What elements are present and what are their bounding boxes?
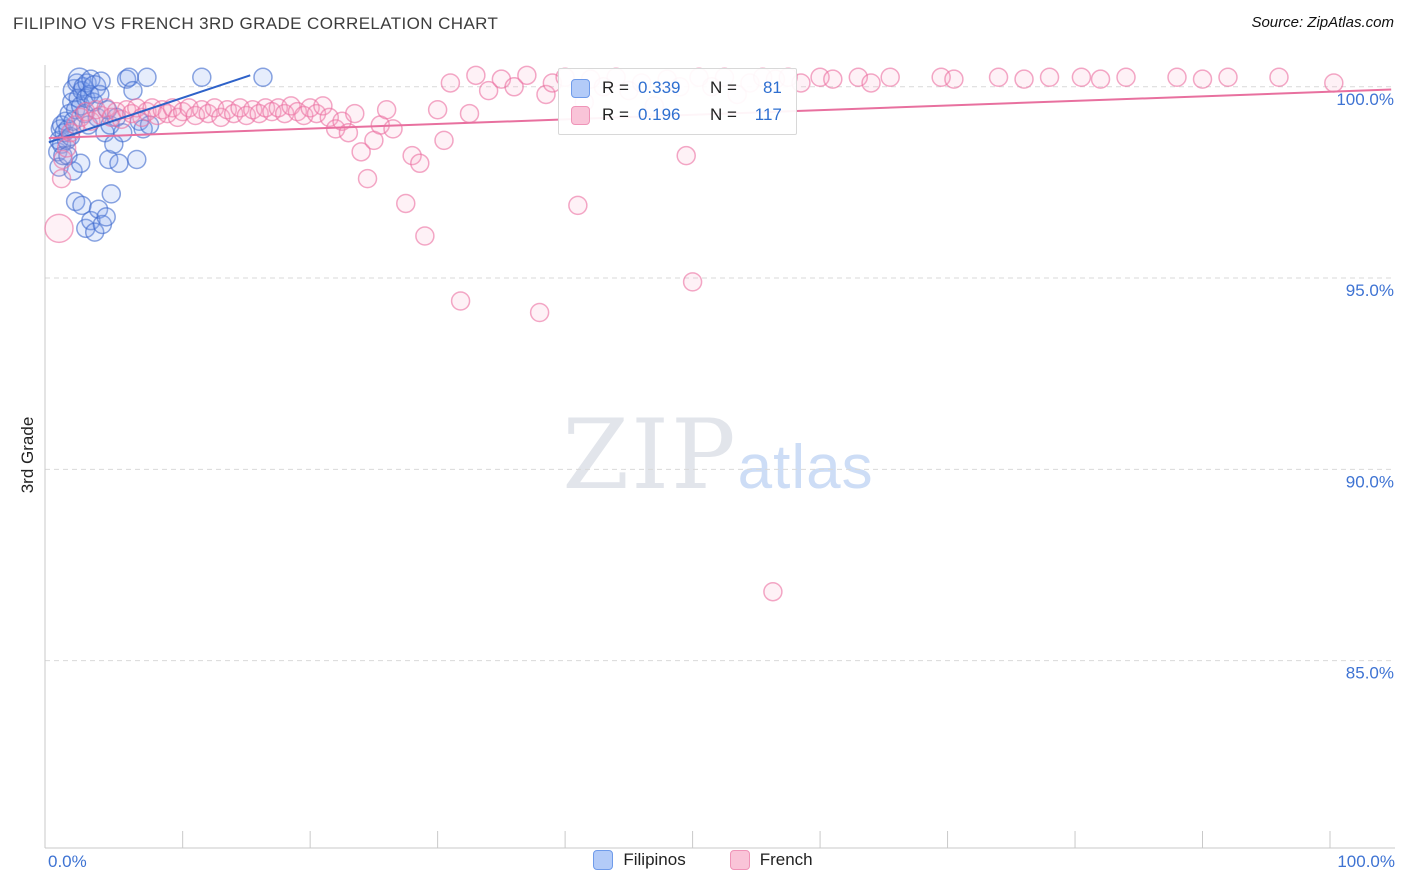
stats-row-filipinos: R = 0.339 N = 81: [571, 78, 782, 98]
french-r-value: 0.196: [637, 105, 681, 124]
filipinos-legend-label: Filipinos: [623, 850, 686, 869]
french-data-point: [944, 69, 964, 89]
french-data-point: [440, 73, 461, 93]
french-data-point: [1116, 67, 1136, 87]
french-data-point: [111, 109, 132, 130]
filipinos-data-point: [91, 71, 111, 91]
french-swatch-icon: [571, 105, 590, 125]
y-tick-label-100: 100.0%: [1336, 90, 1394, 109]
french-data-point: [880, 67, 900, 87]
french-data-point: [351, 142, 371, 162]
french-data-point: [376, 100, 397, 120]
filipinos-data-point: [81, 210, 101, 231]
filipinos-data-point: [253, 67, 273, 87]
legend-item-filipinos: Filipinos: [593, 850, 686, 870]
x-axis-min-label: 0.0%: [48, 852, 87, 871]
french-data-point: [763, 581, 783, 602]
filipinos-legend-swatch-icon: [593, 850, 614, 870]
french-data-point: [517, 65, 537, 86]
y-tick-label-90: 90.0%: [1346, 472, 1394, 491]
french-data-point: [466, 65, 486, 86]
series-legend: Filipinos French: [0, 850, 1406, 870]
french-data-point: [529, 302, 550, 323]
chart-title: FILIPINO VS FRENCH 3RD GRADE CORRELATION…: [13, 14, 499, 33]
legend-item-french: French: [729, 850, 813, 870]
filipinos-r-value: 0.339: [637, 78, 681, 97]
filipinos-trendline: [48, 74, 251, 144]
stats-legend: R = 0.339 N = 81 R = 0.196 N = 117: [558, 68, 797, 135]
french-data-point: [478, 80, 499, 101]
french-data-point: [450, 291, 471, 311]
french-n-value: 117: [754, 105, 782, 124]
french-data-point: [415, 226, 435, 246]
french-data-point: [504, 77, 524, 97]
french-data-point: [1090, 69, 1111, 89]
header: FILIPINO VS FRENCH 3RD GRADE CORRELATION…: [0, 0, 1406, 34]
french-data-point: [383, 119, 403, 139]
french-data-point: [345, 103, 365, 124]
filipinos-data-point: [137, 67, 157, 87]
filipinos-n-label: N =: [709, 78, 737, 97]
french-data-point: [676, 145, 696, 166]
french-data-point: [682, 272, 703, 292]
y-tick-label-85: 85.0%: [1346, 664, 1394, 683]
stats-row-french: R = 0.196 N = 117: [571, 105, 782, 125]
french-data-point: [51, 168, 72, 189]
french-data-point: [53, 149, 73, 170]
y-tick-label-95: 95.0%: [1346, 281, 1394, 300]
filipinos-data-point: [101, 184, 122, 204]
french-r-label: R =: [602, 105, 629, 124]
french-data-point: [1218, 67, 1238, 87]
filipinos-data-point: [70, 153, 91, 174]
filipinos-data-point: [98, 149, 119, 170]
filipinos-n-value: 81: [762, 78, 782, 97]
filipinos-data-point: [84, 222, 105, 242]
french-data-point: [988, 67, 1009, 87]
french-n-label: N =: [709, 105, 737, 124]
french-data-point: [96, 98, 116, 118]
filipinos-data-point: [96, 207, 116, 227]
french-data-point: [568, 195, 588, 216]
filipinos-r-label: R =: [602, 78, 629, 97]
french-data-point: [427, 100, 448, 120]
french-data-point: [44, 213, 74, 244]
x-axis-max-label: 100.0%: [1337, 852, 1395, 871]
french-legend-label: French: [759, 850, 813, 869]
french-data-point: [1014, 69, 1034, 89]
filipinos-data-point: [127, 149, 147, 170]
french-data-point: [402, 145, 422, 166]
french-data-point: [861, 73, 881, 93]
french-data-point: [313, 96, 333, 116]
french-data-point: [459, 103, 480, 124]
filipinos-data-point: [192, 67, 212, 87]
french-data-point: [56, 138, 77, 158]
french-data-point: [823, 69, 843, 89]
french-data-point: [396, 193, 416, 214]
french-data-point: [81, 111, 101, 131]
french-data-point: [1039, 67, 1060, 87]
french-data-point: [1071, 67, 1092, 87]
french-data-point: [357, 168, 378, 189]
source-attribution: Source: ZipAtlas.com: [1251, 14, 1394, 31]
french-data-point: [1167, 67, 1187, 87]
filipinos-swatch-icon: [571, 78, 590, 98]
y-axis-title: 3rd Grade: [18, 416, 37, 494]
french-data-point: [434, 130, 454, 151]
french-data-point: [1269, 67, 1289, 87]
french-data-point: [1192, 69, 1213, 89]
french-data-point: [410, 153, 430, 174]
filipinos-data-point: [109, 153, 129, 174]
french-legend-swatch-icon: [729, 850, 750, 870]
french-data-point: [536, 84, 556, 105]
filipinos-data-point: [123, 80, 143, 101]
filipinos-data-point: [88, 199, 109, 219]
